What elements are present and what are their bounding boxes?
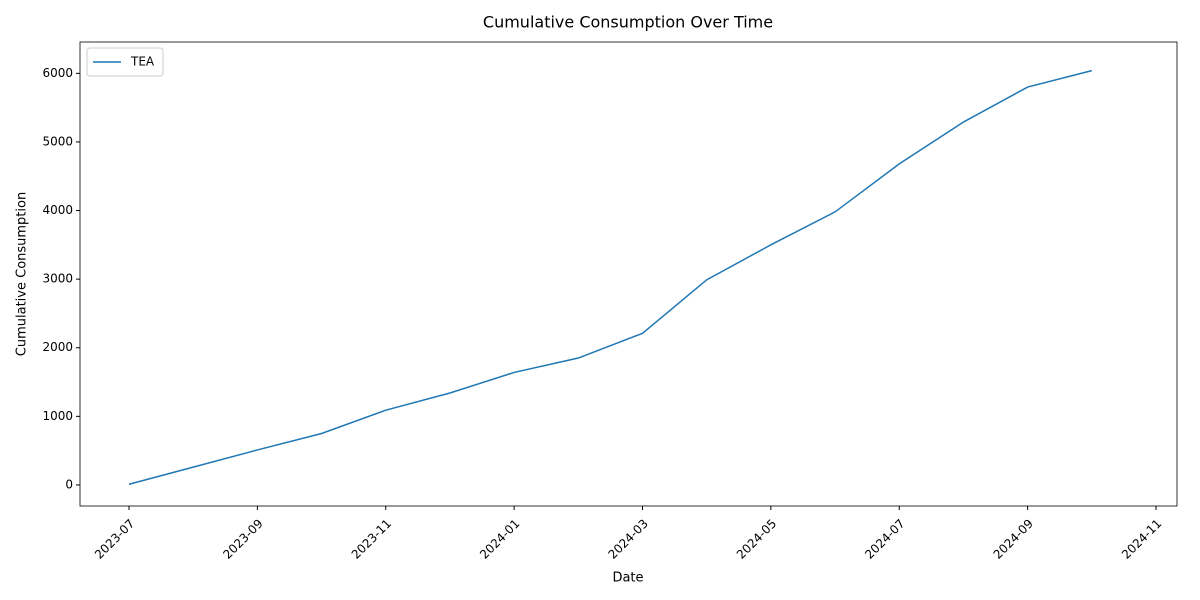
x-axis-label: Date <box>612 571 643 586</box>
plot-frame <box>79 41 1178 507</box>
y-tick-label: 1000 <box>42 409 73 423</box>
y-tick-label: 5000 <box>42 134 73 148</box>
x-tick-label: 2024-01 <box>477 516 522 561</box>
y-tick-label: 6000 <box>42 66 73 80</box>
x-tick-label: 2024-07 <box>862 516 907 561</box>
x-tick-label: 2024-09 <box>991 516 1036 561</box>
x-tick-label: 2024-11 <box>1119 516 1164 561</box>
y-tick-label: 4000 <box>42 203 73 217</box>
chart-title: Cumulative Consumption Over Time <box>483 13 773 32</box>
y-tick-label: 0 <box>65 477 73 491</box>
x-tick-label: 2023-07 <box>92 516 137 561</box>
y-tick-label: 2000 <box>42 340 73 354</box>
x-tick-label: 2023-09 <box>220 516 265 561</box>
y-tick-label: 3000 <box>42 272 73 286</box>
x-tick-label: 2024-03 <box>605 516 650 561</box>
x-tick-label: 2024-05 <box>734 516 779 561</box>
x-tick-label: 2023-11 <box>349 516 394 561</box>
legend-box <box>86 47 164 77</box>
data-line <box>128 69 1092 485</box>
y-axis-label: Cumulative Consumption <box>15 192 30 356</box>
legend-label: TEA <box>130 55 155 69</box>
